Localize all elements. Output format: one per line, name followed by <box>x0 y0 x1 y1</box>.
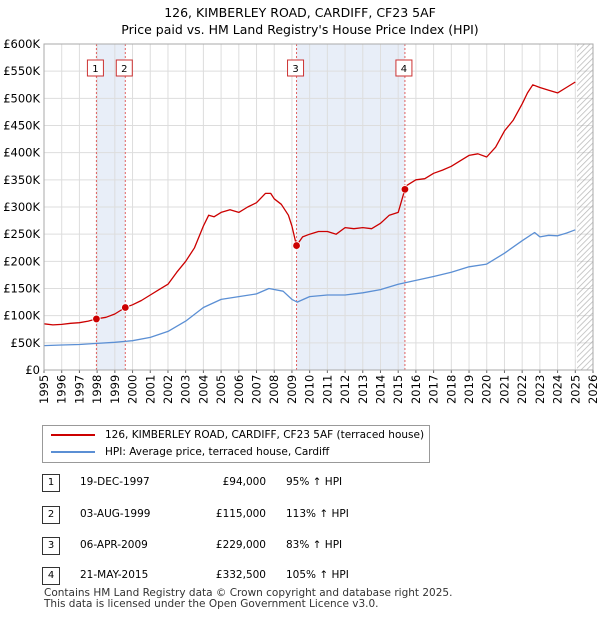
x-tick-label: 2013 <box>356 375 370 404</box>
x-tick-label: 2017 <box>427 375 441 404</box>
transaction-number: 2 <box>42 506 60 524</box>
transaction-hpi: 113% ↑ HPI <box>286 508 349 520</box>
title-line-2: Price paid vs. HM Land Registry's House … <box>121 22 479 37</box>
y-tick-label: £400K <box>3 146 40 160</box>
x-tick-label: 1999 <box>108 375 122 404</box>
series-lines <box>43 81 576 347</box>
y-tick-label: £50K <box>11 336 41 350</box>
y-axis: £0 £50K £100K £150K £200K £250K £300K £350K £400… <box>3 37 40 377</box>
transaction-hpi: 83% ↑ HPI <box>286 539 343 551</box>
y-tick-label: £300K <box>3 200 40 214</box>
transaction-date: 21-MAY-2015 <box>80 569 149 581</box>
series-line-property <box>43 81 576 326</box>
x-tick-label: 2011 <box>320 375 334 404</box>
x-tick-label: 2008 <box>267 375 281 404</box>
forecast-region <box>577 44 593 370</box>
x-tick-label: 1998 <box>90 375 104 404</box>
sale-marker-box <box>115 59 133 77</box>
x-tick-label: 2019 <box>462 375 476 404</box>
sale-markers: 1 2 3 4 <box>86 44 413 370</box>
x-tick-label: 2007 <box>250 375 264 404</box>
x-tick-label: 2023 <box>533 375 547 404</box>
legend: 126, KIMBERLEY ROAD, CARDIFF, CF23 5AF (… <box>42 425 430 463</box>
x-axis: 1995 1996 1997 1998 1999 2000 2001 2002 2003 2004… <box>37 370 600 404</box>
sale-marker-label: 2 <box>121 64 127 75</box>
transaction-date: 03-AUG-1999 <box>80 508 151 520</box>
x-tick-label: 2000 <box>126 375 140 404</box>
legend-swatch-property <box>51 434 95 436</box>
sale-marker-label: 4 <box>401 64 407 75</box>
y-tick-label: £100K <box>3 309 40 323</box>
x-tick-label: 2006 <box>232 375 246 404</box>
legend-swatch-hpi <box>51 451 95 453</box>
transaction-price: £229,000 <box>215 539 266 551</box>
transaction-number: 3 <box>42 537 60 555</box>
x-tick-label: 2004 <box>196 375 210 404</box>
x-tick-label: 1997 <box>72 375 86 404</box>
sale-point <box>92 314 101 324</box>
title-line-1: 126, KIMBERLEY ROAD, CARDIFF, CF23 5AF <box>164 5 436 20</box>
x-tick-label: 2005 <box>214 375 228 404</box>
x-tick-label: 2002 <box>161 375 175 404</box>
x-tick-label: 2025 <box>568 375 582 404</box>
footer-line-1: Contains HM Land Registry data © Crown c… <box>44 587 453 599</box>
sale-point <box>121 303 130 312</box>
transaction-number: 1 <box>42 474 60 492</box>
x-tick-label: 2012 <box>338 375 352 404</box>
y-tick-label: £550K <box>3 64 40 78</box>
x-tick-label: 2021 <box>497 375 511 404</box>
sale-points <box>92 185 410 324</box>
legend-label-hpi: HPI: Average price, terraced house, Card… <box>105 446 330 458</box>
x-tick-label: 1995 <box>37 375 51 404</box>
sale-marker-box <box>86 59 104 77</box>
footer-credit: Contains HM Land Registry data © Crown c… <box>44 588 452 610</box>
transaction-number: 4 <box>42 567 60 585</box>
x-tick-label: 2016 <box>409 375 423 404</box>
legend-item-hpi: HPI: Average price, terraced house, Card… <box>51 444 329 460</box>
y-tick-label: £350K <box>3 173 40 187</box>
y-tick-label: £500K <box>3 91 40 105</box>
legend-label-property: 126, KIMBERLEY ROAD, CARDIFF, CF23 5AF (… <box>105 429 425 441</box>
sale-marker-label: 3 <box>292 64 298 75</box>
x-tick-label: 2009 <box>285 375 299 404</box>
transaction-price: £115,000 <box>215 508 266 520</box>
sale-marker-box <box>287 59 305 77</box>
sale-point <box>292 241 301 250</box>
x-tick-label: 2001 <box>143 375 157 404</box>
plot-frame <box>43 43 594 371</box>
chart-title: 126, KIMBERLEY ROAD, CARDIFF, CF23 5AF P… <box>0 4 600 38</box>
x-tick-label: 2018 <box>444 375 458 404</box>
y-tick-label: £600K <box>3 37 40 51</box>
x-tick-label: 1996 <box>55 375 69 404</box>
x-tick-label: 2015 <box>391 375 405 404</box>
x-tick-label: 2022 <box>515 375 529 404</box>
transaction-price: £94,000 <box>222 476 266 488</box>
transaction-hpi: 95% ↑ HPI <box>286 476 343 488</box>
footer-line-2: This data is licensed under the Open Gov… <box>44 598 379 610</box>
y-tick-label: £200K <box>3 254 40 268</box>
transaction-date: 19-DEC-1997 <box>80 476 150 488</box>
series-line-hpi <box>43 229 576 347</box>
legend-item-property: 126, KIMBERLEY ROAD, CARDIFF, CF23 5AF (… <box>51 427 424 443</box>
y-tick-label: £0 <box>25 363 40 377</box>
y-tick-label: £150K <box>3 282 40 296</box>
sale-point <box>400 185 410 194</box>
x-tick-label: 2014 <box>373 375 387 404</box>
transaction-date: 06-APR-2009 <box>80 539 148 551</box>
transaction-price: £332,500 <box>215 569 266 581</box>
x-tick-label: 2026 <box>586 375 600 404</box>
x-tick-label: 2024 <box>551 375 565 404</box>
transaction-hpi: 105% ↑ HPI <box>286 569 349 581</box>
y-tick-label: £450K <box>3 119 40 133</box>
y-tick-label: £250K <box>3 227 40 241</box>
sale-marker-label: 1 <box>92 64 98 75</box>
forecast-hatch <box>577 44 593 370</box>
x-tick-label: 2020 <box>480 375 494 404</box>
sale-marker-box <box>395 59 413 77</box>
x-tick-label: 2003 <box>179 375 193 404</box>
price-chart: 1 2 3 4 £0 £50K £100K £150K £200K £250K £300K £350… <box>3 37 600 404</box>
x-tick-label: 2010 <box>303 375 317 404</box>
